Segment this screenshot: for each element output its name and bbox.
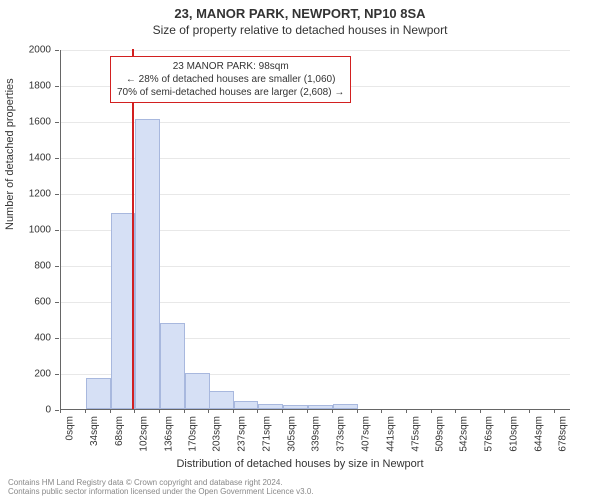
x-tick-label: 610sqm <box>508 416 519 452</box>
y-tick <box>55 410 59 411</box>
x-tick-label: 509sqm <box>435 416 446 452</box>
histogram-bar <box>283 405 308 410</box>
y-tick-label: 600 <box>34 297 51 308</box>
plot-area: 23 MANOR PARK: 98sqm ← 28% of detached h… <box>60 50 570 410</box>
y-tick-label: 200 <box>34 369 51 380</box>
x-tick-label: 203sqm <box>212 416 223 452</box>
x-tick <box>60 409 61 413</box>
annotation-line-2: ← 28% of detached houses are smaller (1,… <box>117 73 344 86</box>
histogram-bar <box>185 373 210 409</box>
x-tick-label: 373sqm <box>336 416 347 452</box>
x-tick-label: 68sqm <box>114 416 125 446</box>
x-tick <box>504 409 505 413</box>
x-tick <box>332 409 333 413</box>
x-tick-label: 542sqm <box>459 416 470 452</box>
plot <box>60 50 570 410</box>
page-title: 23, MANOR PARK, NEWPORT, NP10 8SA <box>0 0 600 21</box>
x-tick <box>529 409 530 413</box>
marker-line <box>132 49 134 409</box>
x-tick-label: 271sqm <box>261 416 272 452</box>
x-tick <box>431 409 432 413</box>
y-tick <box>55 122 59 123</box>
x-tick <box>233 409 234 413</box>
page-subtitle: Size of property relative to detached ho… <box>0 21 600 41</box>
x-tick-label: 305sqm <box>286 416 297 452</box>
x-tick <box>110 409 111 413</box>
y-tick <box>55 86 59 87</box>
x-axis: 0sqm 34sqm 68sqm 102sqm 136sqm 170sqm 203sqm 23… <box>60 410 570 460</box>
x-axis-title: Distribution of detached houses by size … <box>0 458 600 470</box>
x-tick-label: 576sqm <box>484 416 495 452</box>
y-tick <box>55 194 59 195</box>
annotation-line-1: 23 MANOR PARK: 98sqm <box>117 60 344 73</box>
x-tick <box>455 409 456 413</box>
y-tick-label: 1800 <box>29 81 51 92</box>
x-tick <box>159 409 160 413</box>
y-tick <box>55 230 59 231</box>
chart-container: 23, MANOR PARK, NEWPORT, NP10 8SA Size o… <box>0 0 600 500</box>
x-tick <box>307 409 308 413</box>
histogram-bar <box>234 401 259 409</box>
histogram-bar <box>86 378 111 409</box>
y-tick-label: 800 <box>34 261 51 272</box>
x-tick <box>85 409 86 413</box>
y-tick <box>55 338 59 339</box>
histogram-bar <box>308 405 333 409</box>
annotation-line-3: 70% of semi-detached houses are larger (… <box>117 86 344 99</box>
y-tick-label: 1400 <box>29 153 51 164</box>
y-axis: 0200400600800100012001400160018002000 <box>0 50 55 410</box>
x-tick <box>357 409 358 413</box>
x-tick-label: 339sqm <box>311 416 322 452</box>
x-tick <box>554 409 555 413</box>
y-tick <box>55 302 59 303</box>
y-tick-label: 1600 <box>29 117 51 128</box>
annotation-box: 23 MANOR PARK: 98sqm ← 28% of detached h… <box>110 56 351 103</box>
x-tick <box>381 409 382 413</box>
x-tick-label: 34sqm <box>89 416 100 446</box>
y-tick-label: 1200 <box>29 189 51 200</box>
y-tick-label: 1000 <box>29 225 51 236</box>
x-tick-label: 136sqm <box>163 416 174 452</box>
x-tick-label: 407sqm <box>361 416 372 452</box>
x-tick-label: 441sqm <box>385 416 396 452</box>
x-tick <box>134 409 135 413</box>
x-tick-label: 170sqm <box>188 416 199 452</box>
x-tick-label: 475sqm <box>410 416 421 452</box>
histogram-bar <box>209 391 234 409</box>
x-tick <box>184 409 185 413</box>
y-tick <box>55 266 59 267</box>
y-tick-label: 2000 <box>29 45 51 56</box>
y-tick-label: 0 <box>45 405 51 416</box>
histogram-bar <box>258 404 283 409</box>
histogram-bar <box>135 119 160 409</box>
x-tick-label: 237sqm <box>237 416 248 452</box>
x-tick-label: 102sqm <box>138 416 149 452</box>
gridline <box>61 50 570 51</box>
x-tick <box>480 409 481 413</box>
y-tick-label: 400 <box>34 333 51 344</box>
x-tick <box>257 409 258 413</box>
y-tick <box>55 50 59 51</box>
x-tick <box>208 409 209 413</box>
x-tick-label: 678sqm <box>558 416 569 452</box>
footer: Contains HM Land Registry data © Crown c… <box>8 479 314 497</box>
histogram-bar <box>160 323 185 409</box>
y-tick <box>55 374 59 375</box>
x-tick-label: 644sqm <box>533 416 544 452</box>
x-tick <box>282 409 283 413</box>
footer-line-2: Contains public sector information licen… <box>8 488 314 497</box>
x-tick <box>406 409 407 413</box>
x-tick-label: 0sqm <box>64 416 75 440</box>
histogram-bar <box>333 404 358 409</box>
y-tick <box>55 158 59 159</box>
